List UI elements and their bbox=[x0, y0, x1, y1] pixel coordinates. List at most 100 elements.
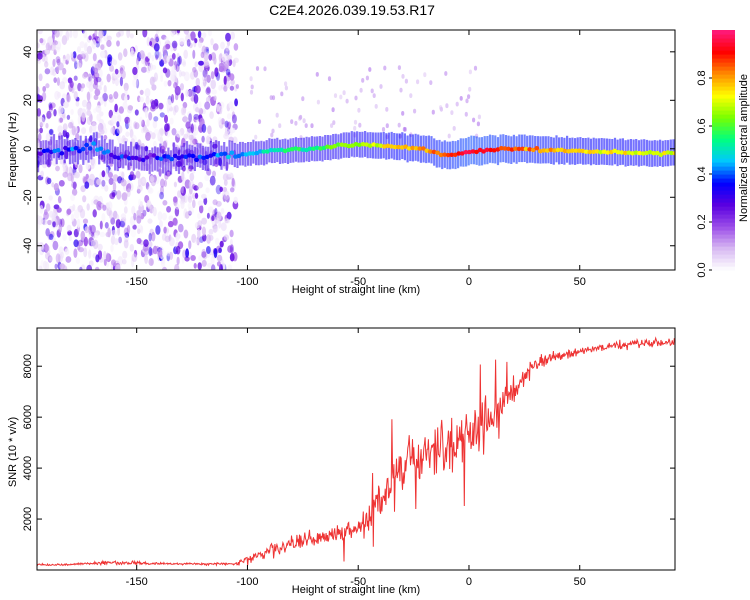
spectrogram-noise-cell bbox=[124, 232, 129, 238]
spectrogram-noise-cell bbox=[133, 212, 137, 221]
spectrogram-noise-cell bbox=[124, 87, 128, 97]
snr-frame bbox=[36, 327, 676, 571]
spectrogram-noise-cell bbox=[192, 49, 196, 60]
spectrogram-noise-cell bbox=[89, 224, 96, 234]
spectrogram-noise-cell bbox=[413, 108, 417, 114]
spectrogram-noise-cell bbox=[139, 96, 145, 103]
spectrogram-noise-cell bbox=[151, 231, 156, 242]
spectrogram-noise-cell bbox=[131, 205, 136, 215]
spectrogram-noise-cell bbox=[132, 78, 138, 88]
spectrogram-noise-cell bbox=[190, 255, 196, 261]
spectrogram-noise-cell bbox=[88, 249, 92, 259]
spectrogram-noise-cell bbox=[165, 170, 172, 177]
spectrogram-noise-cell bbox=[81, 127, 87, 135]
spectrogram-noise-cell bbox=[78, 164, 83, 174]
spectrogram-noise-cell bbox=[39, 38, 44, 44]
spectrogram-noise-cell bbox=[455, 101, 459, 107]
spectrogram-noise-cell bbox=[477, 114, 481, 120]
spectrogram-noise-cell bbox=[111, 114, 117, 125]
spectrogram-noise-cell bbox=[73, 209, 80, 219]
spectrogram-ridge-cell bbox=[459, 151, 465, 156]
spectrogram-noise-cell bbox=[149, 228, 154, 236]
spectrogram-noise-cell bbox=[155, 225, 161, 235]
spectrogram-noise-cell bbox=[129, 171, 135, 178]
spectrogram-noise-cell bbox=[181, 171, 185, 181]
spectrogram-noise-cell bbox=[339, 94, 343, 100]
spectrogram-noise-cell bbox=[52, 58, 56, 68]
spectrogram-ridge-cell bbox=[250, 151, 256, 156]
spectrogram-noise-cell bbox=[78, 247, 84, 253]
spectrogram-noise-cell bbox=[114, 68, 119, 75]
spectrogram-noise-cell bbox=[38, 95, 43, 103]
spectrogram-noise-cell bbox=[100, 184, 105, 190]
spectrogram-noise-cell bbox=[221, 53, 227, 63]
spectrogram-noise-cell bbox=[94, 88, 101, 96]
spectrogram-noise-cell bbox=[359, 87, 363, 93]
spectrogram-noise-cell bbox=[91, 39, 97, 50]
spectrogram-noise-cell bbox=[118, 106, 125, 114]
spectrogram-noise-cell bbox=[218, 62, 225, 70]
spectrogram-noise-cell bbox=[205, 135, 211, 145]
spectrogram-noise-cell bbox=[75, 257, 80, 265]
spectrogram-noise-cell bbox=[226, 211, 232, 220]
spectrogram-noise-cell bbox=[54, 46, 61, 53]
spectrogram-noise-cell bbox=[203, 59, 209, 67]
spectrogram-noise-cell bbox=[467, 94, 471, 99]
spectrogram-noise-cell bbox=[209, 111, 214, 119]
spectrogram-noise-cell bbox=[148, 258, 154, 266]
spectrogram-noise-cell bbox=[143, 239, 149, 248]
spectrogram-noise-cell bbox=[205, 187, 210, 194]
spectrogram-noise-cell bbox=[195, 115, 199, 123]
spectrogram-noise-cell bbox=[83, 247, 88, 258]
spectrogram-noise-cell bbox=[211, 89, 217, 95]
spectrogram-noise-cell bbox=[54, 263, 58, 270]
spectrogram-noise-cell bbox=[91, 199, 95, 206]
spectrogram-noise-cell bbox=[92, 53, 97, 62]
spectrogram-noise-cell bbox=[114, 77, 119, 87]
spectrogram-noise-cell bbox=[160, 185, 164, 195]
spectrogram-ridge-cell bbox=[413, 146, 419, 151]
spectrogram-noise-cell bbox=[473, 65, 478, 71]
spectrogram-noise-cell bbox=[44, 48, 51, 55]
spectrogram-noise-cell bbox=[162, 250, 167, 259]
spectrogram-noise-cell bbox=[80, 83, 86, 89]
spectrogram-noise-cell bbox=[70, 194, 75, 202]
spectrogram-noise-cell bbox=[358, 122, 362, 128]
spectrogram-ridge-cell bbox=[151, 153, 157, 158]
spectrogram-ridge-cell bbox=[580, 148, 586, 154]
spectrogram-noise-cell bbox=[72, 204, 76, 212]
spectrogram-ridge-cell bbox=[140, 157, 146, 163]
colorbar-cell bbox=[712, 102, 735, 107]
spectrogram-noise-cell bbox=[204, 68, 209, 75]
spectrogram-noise-cell bbox=[201, 45, 207, 55]
colorbar-cell bbox=[712, 126, 735, 131]
spectrogram-noise-cell bbox=[121, 171, 125, 180]
spectrogram-noise-cell bbox=[206, 86, 211, 94]
spectrogram-band-cell bbox=[175, 146, 178, 172]
spectrogram-noise-cell bbox=[126, 30, 131, 39]
spectrogram-noise-cell bbox=[124, 95, 128, 103]
spectrogram-noise-cell bbox=[184, 255, 190, 262]
spectrogram-noise-cell bbox=[105, 252, 110, 262]
spectrogram-noise-cell bbox=[180, 83, 184, 91]
spectrogram-noise-cell bbox=[83, 236, 89, 247]
spectrogram-noise-cell bbox=[166, 56, 170, 63]
spectrogram-ridge-cell bbox=[52, 148, 58, 154]
spectrogram-noise-cell bbox=[202, 108, 206, 115]
spectrogram-noise-cell bbox=[188, 179, 194, 190]
spectrogram-noise-cell bbox=[213, 248, 218, 259]
spectrogram-ridge-cell bbox=[615, 150, 621, 155]
spectrogram-noise-cell bbox=[225, 68, 231, 76]
spectrogram-noise-cell bbox=[202, 69, 209, 77]
spectrogram-noise-cell bbox=[119, 76, 123, 87]
spectrogram-noise-cell bbox=[141, 119, 145, 128]
spectrogram-noise-cell bbox=[120, 69, 126, 80]
x-tick-label: -100 bbox=[236, 576, 258, 588]
spectrogram-noise-cell bbox=[183, 229, 189, 239]
spectrogram-noise-cell bbox=[203, 197, 208, 206]
spectrogram-noise-cell bbox=[154, 175, 160, 185]
spectrogram-ridge-cell bbox=[587, 149, 593, 155]
spectrogram-noise-cell bbox=[217, 117, 223, 126]
spectrogram-noise-cell bbox=[269, 95, 273, 100]
